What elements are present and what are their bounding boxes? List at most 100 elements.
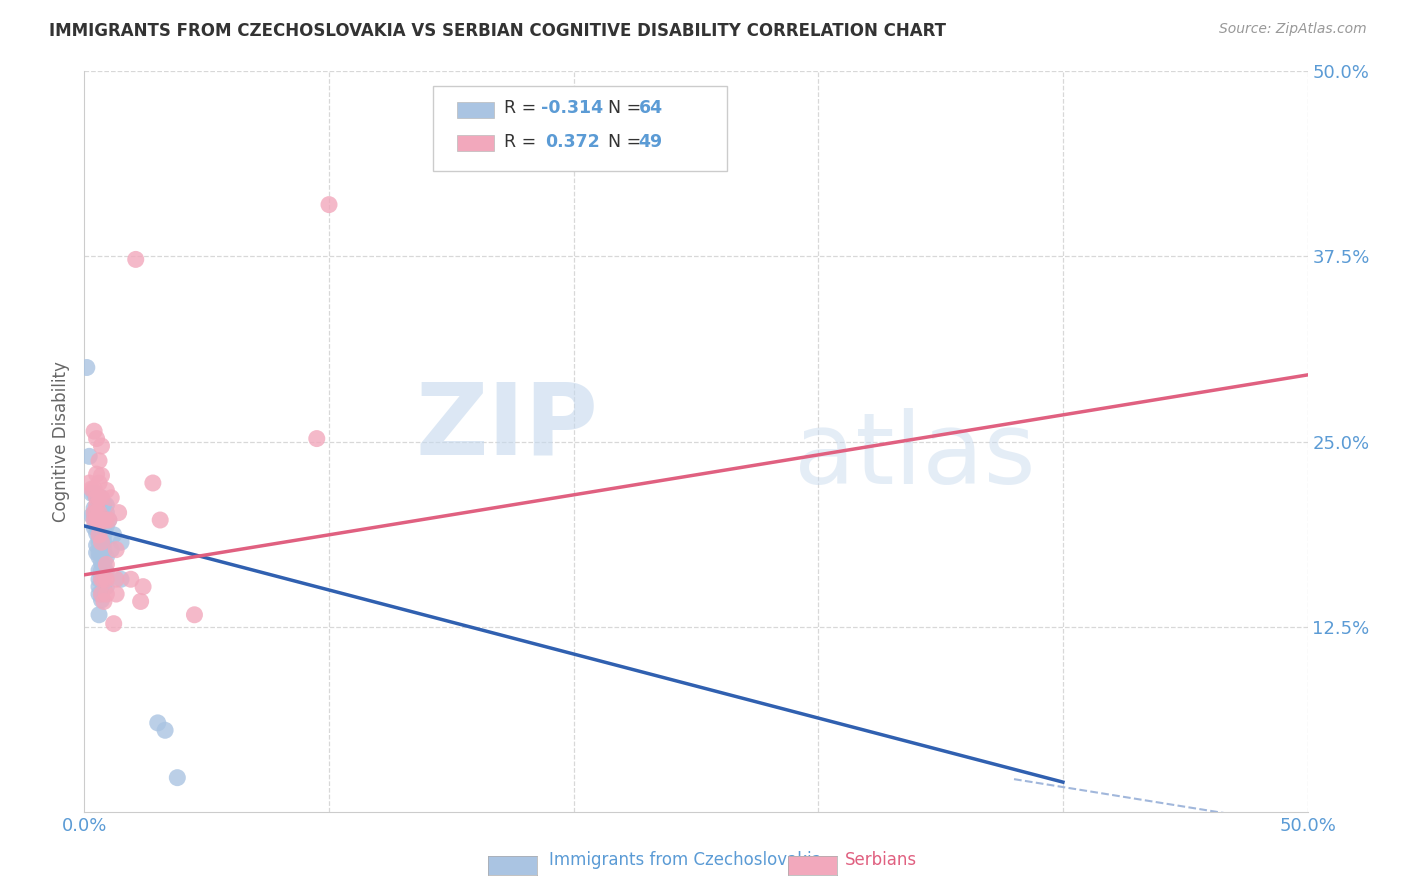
Point	[105, 542, 128, 557]
Point	[83, 506, 105, 520]
Point	[96, 558, 118, 572]
Point	[87, 549, 110, 564]
Point	[142, 475, 165, 490]
Point	[132, 580, 155, 594]
Point	[87, 520, 110, 534]
Point	[77, 450, 100, 464]
Point	[83, 520, 105, 534]
FancyBboxPatch shape	[433, 87, 727, 171]
Point	[83, 486, 105, 500]
Point	[87, 580, 110, 594]
Point	[90, 520, 112, 534]
Point	[100, 491, 122, 505]
Point	[90, 587, 112, 601]
Point	[96, 565, 118, 579]
Point	[90, 498, 112, 512]
Point	[90, 528, 112, 542]
Text: ZIP: ZIP	[415, 378, 598, 475]
Point	[105, 587, 128, 601]
Point	[80, 486, 103, 500]
Point	[90, 439, 112, 453]
Point	[110, 535, 132, 549]
Text: 64: 64	[638, 99, 662, 118]
Text: 49: 49	[638, 133, 662, 151]
Point	[90, 535, 112, 549]
Point	[93, 578, 115, 592]
Point	[86, 546, 108, 560]
Point	[125, 252, 148, 267]
Point	[87, 528, 110, 542]
Point	[87, 454, 110, 468]
Text: R =: R =	[503, 99, 541, 118]
Point	[90, 491, 112, 505]
Point	[83, 508, 105, 523]
Point	[90, 513, 112, 527]
Point	[87, 491, 110, 505]
Point	[97, 513, 120, 527]
Text: atlas: atlas	[794, 408, 1035, 505]
Point	[96, 513, 118, 527]
Point	[305, 432, 328, 446]
Text: -0.314: -0.314	[541, 99, 603, 118]
Y-axis label: Cognitive Disability: Cognitive Disability	[52, 361, 70, 522]
Point	[90, 556, 112, 570]
Text: R =: R =	[503, 133, 541, 151]
FancyBboxPatch shape	[457, 102, 494, 118]
Point	[86, 511, 108, 525]
Point	[90, 587, 112, 601]
Point	[87, 526, 110, 541]
Point	[93, 520, 115, 534]
Point	[87, 587, 110, 601]
Point	[318, 197, 340, 211]
Point	[97, 513, 120, 527]
Point	[96, 506, 118, 520]
Point	[86, 526, 108, 541]
Point	[153, 723, 176, 738]
Point	[93, 565, 115, 579]
Point	[90, 542, 112, 557]
Point	[83, 482, 105, 496]
Text: Source: ZipAtlas.com: Source: ZipAtlas.com	[1219, 22, 1367, 37]
Text: N =: N =	[607, 99, 647, 118]
Point	[96, 587, 118, 601]
Point	[87, 475, 110, 490]
Point	[86, 467, 108, 482]
Point	[87, 546, 110, 560]
Point	[90, 572, 112, 586]
Point	[93, 572, 115, 586]
Text: Serbians: Serbians	[845, 851, 917, 869]
Point	[76, 360, 98, 375]
Point	[93, 535, 115, 549]
Point	[90, 491, 112, 505]
Point	[80, 482, 103, 496]
Point	[93, 542, 115, 557]
Point	[83, 513, 105, 527]
Point	[86, 538, 108, 552]
Point	[120, 572, 142, 586]
Point	[90, 468, 112, 483]
Point	[87, 607, 110, 622]
Point	[93, 558, 115, 572]
Point	[86, 506, 108, 520]
Point	[87, 513, 110, 527]
Point	[87, 491, 110, 505]
Point	[103, 528, 125, 542]
Point	[90, 513, 112, 527]
Point	[96, 498, 118, 512]
Point	[90, 535, 112, 549]
Point	[86, 498, 108, 512]
Point	[90, 563, 112, 577]
Point	[86, 513, 108, 527]
Point	[86, 432, 108, 446]
Point	[149, 513, 172, 527]
Point	[93, 528, 115, 542]
Point	[77, 475, 100, 490]
Point	[93, 497, 115, 511]
Point	[100, 542, 122, 557]
Point	[166, 771, 188, 785]
FancyBboxPatch shape	[457, 135, 494, 152]
Point	[183, 607, 205, 622]
Point	[96, 580, 118, 594]
Point	[87, 506, 110, 520]
Point	[129, 594, 152, 608]
